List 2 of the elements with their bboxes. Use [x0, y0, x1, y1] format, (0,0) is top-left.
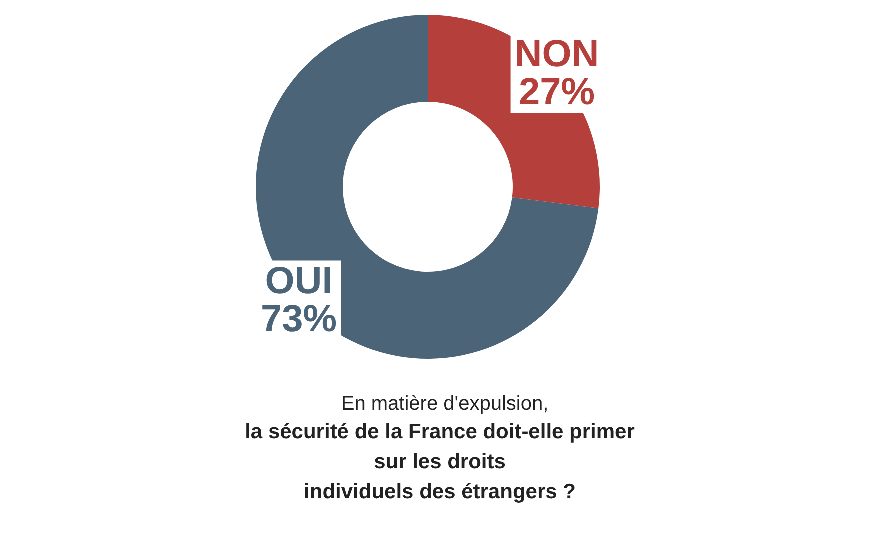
text: la sécurité de la France doit-elle primer sur les droits individuels des étrangers ? — [245, 420, 635, 504]
text: En matière d'expulsion, — [341, 393, 549, 415]
